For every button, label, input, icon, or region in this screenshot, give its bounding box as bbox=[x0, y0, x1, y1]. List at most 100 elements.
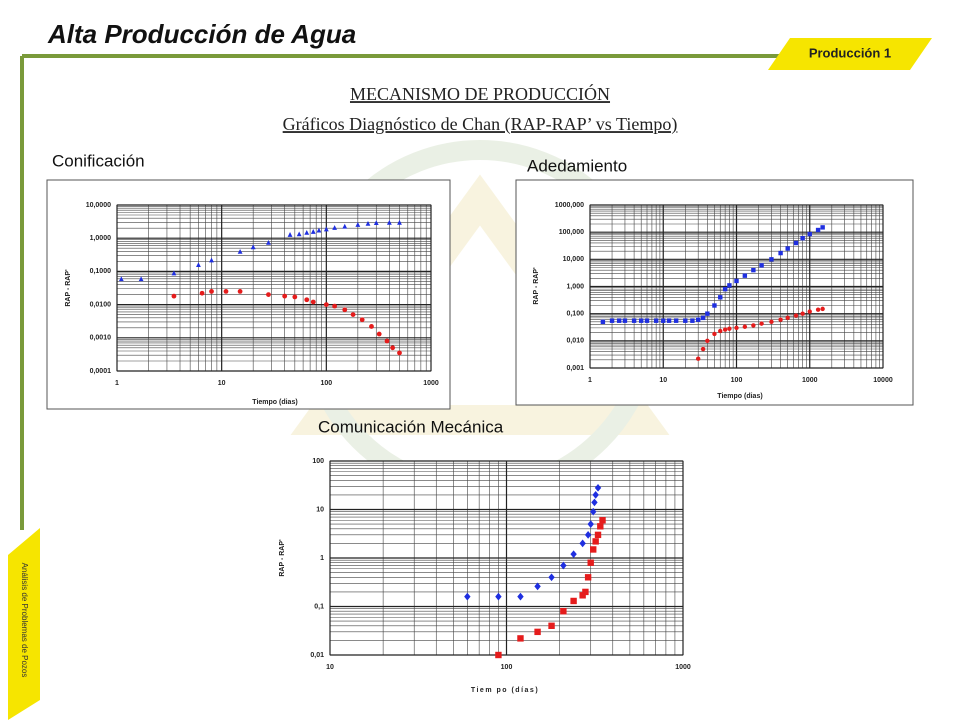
data-point bbox=[590, 546, 597, 553]
data-point bbox=[700, 346, 706, 352]
data-point bbox=[705, 338, 710, 344]
data-point bbox=[609, 318, 615, 323]
chart-title: Conificación bbox=[52, 151, 145, 170]
data-point bbox=[390, 345, 396, 351]
data-point bbox=[722, 327, 728, 332]
data-point bbox=[599, 517, 606, 524]
data-point bbox=[673, 318, 679, 323]
x-axis-label: Tiempo (dias) bbox=[252, 399, 297, 406]
data-point bbox=[296, 231, 302, 237]
data-point bbox=[587, 520, 594, 528]
y-tick-label: 1,0000 bbox=[90, 235, 112, 242]
data-point bbox=[310, 299, 316, 305]
y-tick-label: 0,010 bbox=[566, 338, 584, 345]
x-tick-label: 100 bbox=[731, 377, 743, 384]
data-point bbox=[266, 239, 271, 245]
data-point bbox=[138, 276, 144, 282]
data-point bbox=[196, 262, 201, 268]
data-point bbox=[718, 328, 723, 334]
data-point bbox=[548, 622, 555, 630]
data-point bbox=[592, 538, 599, 545]
data-point bbox=[815, 307, 821, 312]
data-point bbox=[534, 628, 541, 636]
data-point bbox=[373, 220, 379, 226]
data-point bbox=[759, 263, 764, 268]
data-point bbox=[250, 244, 256, 250]
data-point bbox=[742, 324, 748, 329]
x-tick-label: 10 bbox=[659, 377, 667, 384]
data-point bbox=[560, 608, 567, 615]
data-point bbox=[712, 303, 717, 308]
data-point bbox=[793, 240, 799, 246]
data-point bbox=[769, 319, 774, 325]
data-point bbox=[209, 288, 214, 294]
data-point bbox=[570, 597, 577, 605]
data-point bbox=[590, 507, 597, 516]
data-point bbox=[376, 331, 382, 337]
data-point bbox=[332, 303, 338, 309]
data-point bbox=[282, 293, 288, 299]
data-point bbox=[304, 229, 310, 235]
data-point bbox=[397, 350, 402, 356]
data-point bbox=[622, 318, 628, 323]
data-point bbox=[304, 297, 310, 303]
data-point bbox=[292, 294, 298, 300]
data-point bbox=[237, 249, 243, 254]
data-point bbox=[548, 573, 555, 582]
data-point bbox=[579, 539, 586, 548]
data-point bbox=[807, 309, 812, 314]
data-point bbox=[722, 286, 728, 292]
y-axis-label: RAP - RAP' bbox=[279, 539, 286, 577]
data-point bbox=[355, 222, 361, 227]
data-point bbox=[591, 498, 598, 507]
data-point bbox=[820, 306, 825, 312]
data-point bbox=[727, 326, 732, 331]
data-point bbox=[815, 227, 821, 233]
y-tick-label: 10,000 bbox=[563, 256, 585, 263]
x-tick-label: 100 bbox=[320, 380, 332, 387]
plot-area bbox=[116, 204, 432, 372]
y-tick-label: 0,01 bbox=[310, 652, 324, 659]
data-point bbox=[653, 318, 659, 323]
data-point bbox=[495, 592, 502, 601]
data-point bbox=[594, 483, 602, 492]
data-point bbox=[310, 229, 316, 234]
x-axis-label: Tiem po (días) bbox=[471, 687, 539, 694]
data-point bbox=[705, 311, 710, 316]
data-point bbox=[570, 550, 577, 558]
data-point bbox=[807, 231, 812, 237]
data-point bbox=[237, 288, 243, 294]
x-tick-label: 10 bbox=[326, 664, 334, 671]
side-label: Análisis de Problemas de Pozos bbox=[20, 563, 29, 678]
y-tick-label: 0,001 bbox=[566, 365, 584, 372]
data-point bbox=[332, 225, 338, 230]
y-axis-label: RAP - RAP' bbox=[65, 269, 72, 307]
data-point bbox=[517, 592, 524, 601]
data-point bbox=[594, 531, 602, 539]
data-point bbox=[582, 588, 589, 596]
x-tick-label: 10 bbox=[218, 380, 226, 387]
heading: MECANISMO DE PRODUCCIÓN bbox=[350, 83, 610, 104]
y-tick-label: 1 bbox=[320, 555, 324, 562]
subheading: Gráficos Diagnóstico de Chan (RAP-RAP’ v… bbox=[283, 114, 678, 135]
data-point bbox=[350, 312, 356, 317]
data-point bbox=[584, 574, 592, 581]
x-tick-label: 100 bbox=[501, 664, 513, 671]
data-point bbox=[199, 290, 205, 296]
tag-shape bbox=[768, 38, 932, 70]
y-tick-label: 0,1 bbox=[314, 603, 324, 610]
data-point bbox=[384, 338, 390, 344]
y-tick-label: 10 bbox=[316, 506, 324, 513]
data-point bbox=[695, 356, 701, 361]
data-point bbox=[683, 318, 688, 323]
data-point bbox=[759, 321, 764, 326]
data-point bbox=[820, 225, 825, 230]
chart-title: Comunicación Mecánica bbox=[318, 417, 504, 436]
data-point bbox=[778, 250, 783, 256]
y-tick-label: 1,000 bbox=[566, 283, 584, 290]
y-tick-label: 0,0100 bbox=[90, 301, 112, 308]
x-tick-label: 1 bbox=[588, 377, 592, 384]
x-tick-label: 1000 bbox=[423, 380, 439, 387]
data-point bbox=[734, 278, 739, 284]
